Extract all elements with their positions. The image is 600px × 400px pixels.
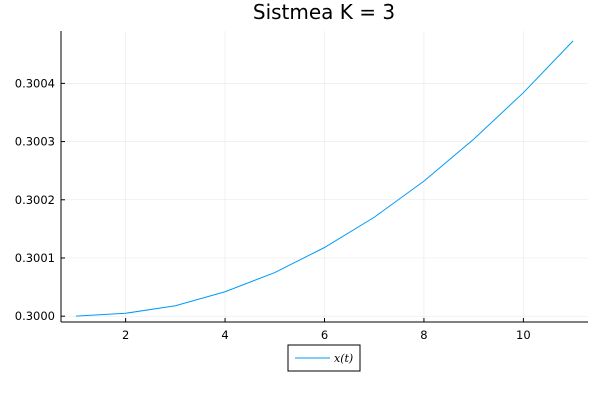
series-group bbox=[75, 40, 574, 317]
series-line bbox=[75, 40, 574, 317]
x-tick-label: 2 bbox=[122, 328, 129, 342]
legend: x(t) bbox=[287, 344, 361, 372]
x-tick-label: 4 bbox=[221, 328, 228, 342]
chart-title: Sistmea K = 3 bbox=[253, 0, 395, 24]
y-tick-label: 0.3002 bbox=[15, 193, 55, 207]
legend-label: x(t) bbox=[334, 352, 353, 365]
y-tick-label: 0.3003 bbox=[15, 135, 55, 149]
x-tick-label: 10 bbox=[516, 328, 531, 342]
y-tick-label: 0.3000 bbox=[15, 309, 55, 323]
y-tick-label: 0.3004 bbox=[15, 76, 55, 90]
x-tick-label: 6 bbox=[321, 328, 328, 342]
y-tick-label: 0.3001 bbox=[15, 251, 55, 265]
x-tick-label: 8 bbox=[420, 328, 427, 342]
gridlines bbox=[61, 31, 588, 322]
x-ticks: 2 4 6 8 10 bbox=[122, 318, 531, 342]
y-ticks: 0.3000 0.3001 0.3002 0.3003 0.3004 bbox=[15, 76, 65, 323]
